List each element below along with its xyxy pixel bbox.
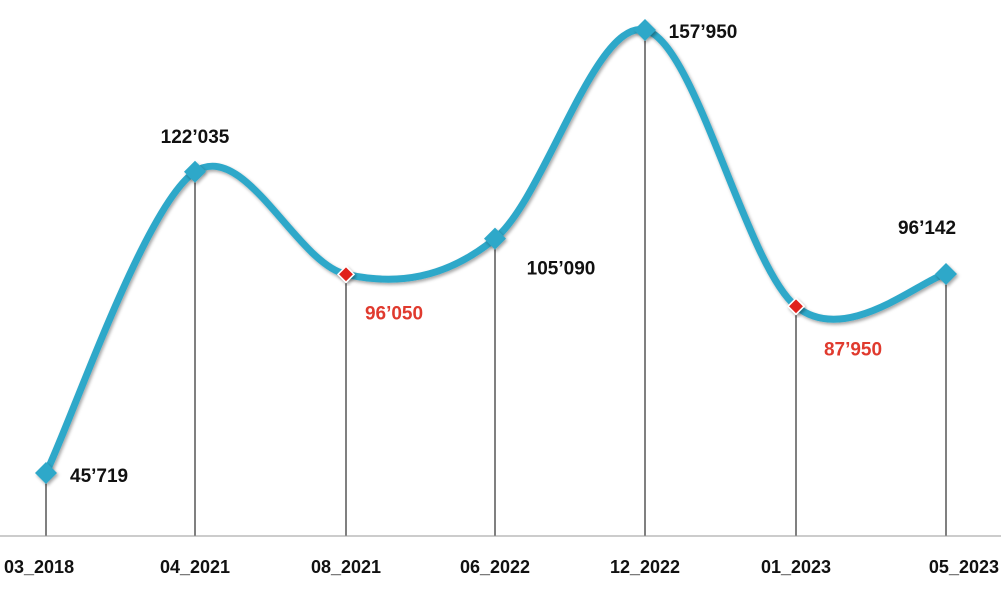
data-point-marker-06_2022	[484, 227, 506, 250]
data-point-marker-12_2022	[634, 19, 656, 41]
data-label-03_2018: 45’719	[70, 466, 128, 487]
x-tick-label-03_2018: 03_2018	[4, 557, 74, 577]
x-tick-label-05_2023: 05_2023	[929, 557, 999, 577]
data-point-marker-01_2023	[786, 297, 806, 316]
data-point-marker-05_2023	[935, 262, 957, 285]
data-label-05_2023: 96’142	[898, 218, 956, 239]
data-point-marker-04_2021	[184, 160, 206, 183]
data-label-01_2023: 87’950	[824, 339, 882, 360]
x-tick-label-12_2022: 12_2022	[610, 557, 680, 577]
x-tick-label-01_2023: 01_2023	[761, 557, 831, 577]
data-label-06_2022: 105’090	[527, 259, 596, 280]
data-label-04_2021: 122’035	[161, 127, 230, 148]
data-point-marker-08_2021	[336, 265, 356, 284]
x-tick-label-06_2022: 06_2022	[460, 557, 530, 577]
x-tick-label-04_2021: 04_2021	[160, 557, 230, 577]
series-line	[42, 26, 950, 477]
data-label-08_2021: 96’050	[365, 303, 423, 324]
data-label-12_2022: 157’950	[669, 22, 738, 43]
data-point-marker-03_2018	[35, 462, 57, 484]
x-tick-label-08_2021: 08_2021	[311, 557, 381, 577]
